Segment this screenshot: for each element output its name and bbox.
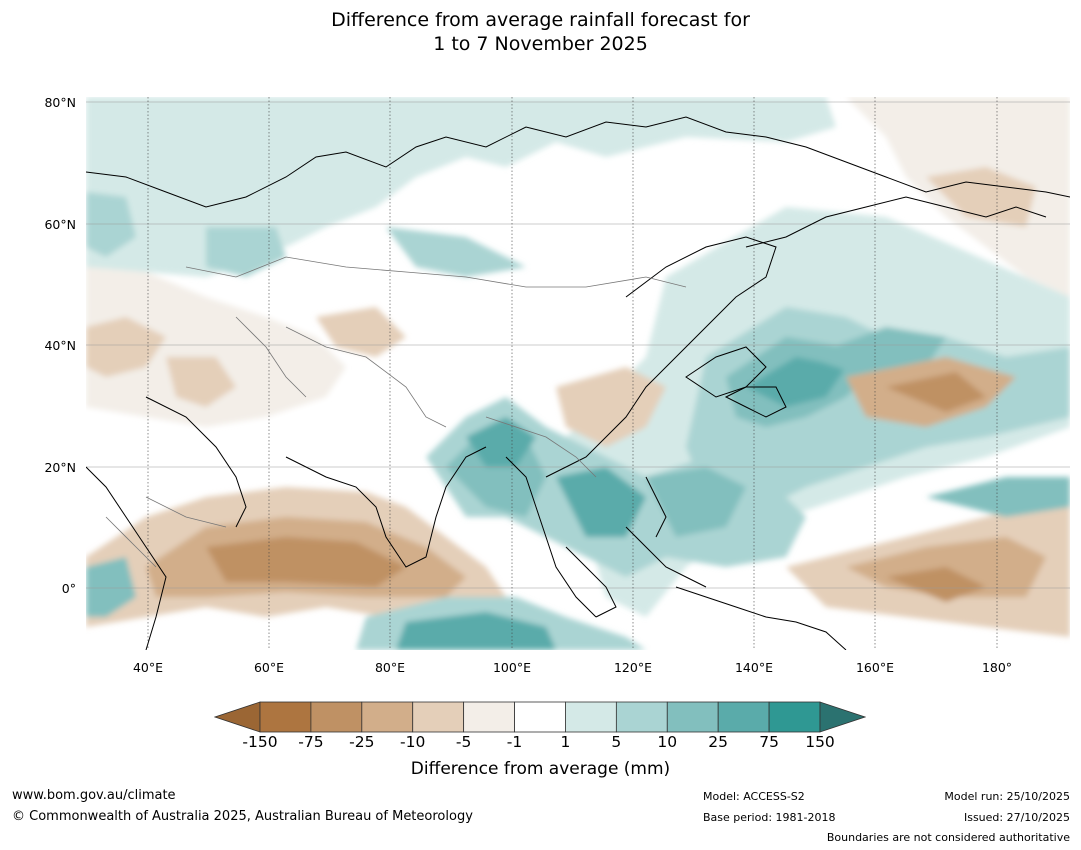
footer-url[interactable]: www.bom.gov.au/climate [12,788,176,803]
lon-label-100e: 100°E [492,660,531,675]
colorbar-graphic [213,701,867,733]
colorbar-swatch [310,701,363,733]
footer-copyright: © Commonwealth of Australia 2025, Austra… [12,809,473,824]
colorbar-swatch [361,701,414,733]
colorbar-swatch [565,701,617,733]
lat-label-80n: 80°N [44,95,76,110]
map-graticule [86,101,1070,589]
colorbar-tick-label: 150 [805,733,835,751]
map-borders [105,256,687,568]
map-canvas [86,97,1070,650]
rainfall-difference-map[interactable] [86,97,1070,650]
colorbar-swatch [768,701,821,733]
lat-label-40n: 40°N [44,338,76,353]
lon-label-80e: 80°E [374,660,406,675]
footer-base-period: Base period: 1981-2018 [703,811,836,824]
colorbar-tick-label: 1 [560,733,571,751]
colorbar-arrow-low [213,701,261,733]
lon-label-40e: 40°E [132,660,164,675]
map-meridians [147,97,998,650]
colorbar-swatch [463,701,515,733]
colorbar-tick-label: -150 [242,733,278,751]
lon-label-140e: 140°E [734,660,773,675]
lon-label-60e: 60°E [253,660,285,675]
footer-model-run: Model run: 25/10/2025 [944,790,1070,803]
lon-label-180: 180° [981,660,1013,675]
footer-issued: Issued: 27/10/2025 [963,811,1070,824]
colorbar-tick-label: 5 [611,733,622,751]
colorbar-tick-label: -75 [298,733,324,751]
colorbar-tick-label: 25 [708,733,729,751]
lat-label-60n: 60°N [44,217,76,232]
lat-label-20n: 20°N [44,460,76,475]
colorbar-swatch [666,701,719,733]
colorbar-tick-label: -1 [506,733,523,751]
lat-label-0: 0° [61,581,76,596]
colorbar-tick-label: 10 [657,733,678,751]
colorbar-arrow-high [819,701,867,733]
colorbar-tick-label: -10 [400,733,426,751]
lon-label-160e: 160°E [855,660,894,675]
map-title: Difference from average rainfall forecas… [0,8,1081,56]
colorbar-swatch [615,701,668,733]
colorbar-tick-label: -5 [455,733,472,751]
lon-label-120e: 120°E [613,660,652,675]
colorbar-swatch [717,701,770,733]
colorbar [213,700,867,734]
map-title-line1: Difference from average rainfall forecas… [331,9,750,31]
map-coastlines [86,116,1070,650]
colorbar-tick-label: -25 [349,733,375,751]
colorbar-swatch [412,701,465,733]
rainfall-anomaly-field [86,97,1070,650]
colorbar-tick-label: 75 [759,733,779,751]
colorbar-swatch [259,701,312,733]
colorbar-swatch [514,701,566,733]
footer-model: Model: ACCESS-S2 [703,790,805,803]
footer-disclaimer: Boundaries are not considered authoritat… [826,831,1070,844]
colorbar-title: Difference from average (mm) [410,759,671,779]
map-title-line2: 1 to 7 November 2025 [433,33,648,55]
